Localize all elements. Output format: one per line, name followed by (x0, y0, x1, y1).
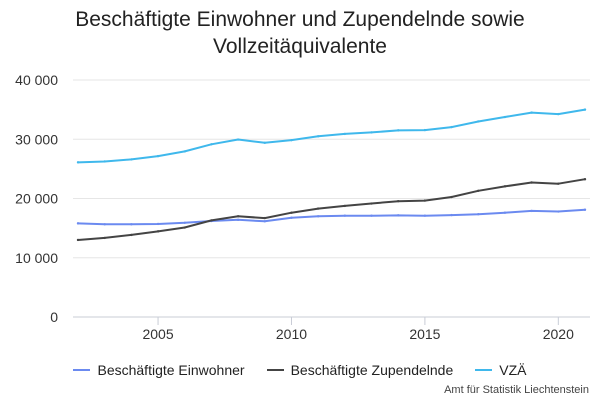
data-point[interactable] (423, 128, 427, 132)
data-point[interactable] (397, 129, 400, 132)
data-point[interactable] (503, 185, 507, 188)
legend: Beschäftigte Einwohner Beschäftigte Zupe… (0, 362, 600, 378)
data-point[interactable] (557, 210, 560, 213)
data-point[interactable] (503, 211, 507, 214)
y-tick-label: 40 000 (15, 72, 58, 88)
data-point[interactable] (583, 178, 587, 181)
x-tick-label: 2010 (276, 326, 307, 342)
y-tick-label: 30 000 (15, 131, 58, 147)
data-point[interactable] (103, 160, 106, 163)
data-point[interactable] (343, 132, 347, 136)
data-point[interactable] (183, 150, 186, 153)
data-point[interactable] (397, 214, 400, 217)
legend-swatch-beschaeftigte-zupendelnde (266, 369, 284, 371)
series-line-2[interactable] (77, 108, 586, 164)
data-point[interactable] (263, 220, 266, 223)
grid-lines (73, 79, 590, 259)
data-point[interactable] (370, 214, 373, 217)
data-point[interactable] (370, 131, 373, 134)
data-point[interactable] (583, 108, 587, 111)
data-point[interactable] (290, 138, 293, 142)
legend-item-beschaeftigte-einwohner[interactable]: Beschäftigte Einwohner (73, 362, 245, 378)
data-point[interactable] (130, 158, 133, 161)
data-point[interactable] (343, 214, 347, 217)
data-point[interactable] (477, 189, 480, 192)
series-line-0[interactable] (77, 208, 586, 226)
chart-title: Beschäftigte Einwohner und Zupendelnde s… (0, 6, 600, 60)
x-tick-label: 2020 (543, 326, 574, 342)
legend-label-beschaeftigte-einwohner: Beschäftigte Einwohner (97, 362, 245, 378)
data-point[interactable] (450, 125, 453, 129)
data-point[interactable] (236, 218, 240, 222)
data-point[interactable] (477, 213, 480, 216)
data-point[interactable] (156, 230, 160, 233)
data-point[interactable] (183, 226, 186, 229)
data-point[interactable] (450, 213, 453, 217)
data-point[interactable] (76, 238, 80, 242)
data-point[interactable] (103, 223, 106, 226)
data-point[interactable] (290, 211, 293, 214)
data-point[interactable] (76, 161, 80, 164)
data-point[interactable] (156, 222, 160, 226)
data-point[interactable] (316, 207, 320, 210)
data-point[interactable] (210, 219, 213, 222)
y-tick-label: 10 000 (15, 250, 58, 266)
data-point[interactable] (397, 199, 400, 203)
data-point[interactable] (103, 236, 106, 240)
x-tick-label: 2015 (409, 326, 440, 342)
y-tick-label: 20 000 (15, 191, 58, 207)
data-point[interactable] (263, 141, 266, 145)
data-point[interactable] (530, 209, 533, 213)
series-lines (76, 108, 587, 242)
legend-label-vzae: VZÄ (499, 362, 527, 378)
data-point[interactable] (130, 223, 133, 226)
series-line-1[interactable] (77, 178, 586, 241)
legend-swatch-beschaeftigte-einwohner (73, 369, 91, 371)
data-point[interactable] (503, 115, 507, 119)
data-point[interactable] (557, 112, 560, 116)
data-point[interactable] (557, 182, 560, 185)
data-point[interactable] (316, 135, 320, 138)
data-point[interactable] (423, 199, 427, 202)
legend-item-beschaeftigte-zupendelnde[interactable]: Beschäftigte Zupendelnde (266, 362, 454, 378)
data-point[interactable] (130, 233, 133, 237)
data-point[interactable] (156, 154, 160, 158)
data-point[interactable] (236, 215, 240, 218)
credits[interactable]: Amt für Statistik Liechtenstein (444, 384, 589, 396)
data-point[interactable] (423, 214, 427, 217)
legend-item-vzae[interactable]: VZÄ (475, 362, 527, 378)
data-point[interactable] (263, 216, 266, 220)
legend-label-beschaeftigte-zupendelnde: Beschäftigte Zupendelnde (290, 362, 454, 378)
y-tick-label: 0 (50, 309, 58, 325)
data-point[interactable] (290, 216, 293, 219)
chart-title-line-2: Vollzeitäquivalente (213, 35, 387, 58)
chart-title-line-1: Beschäftigte Einwohner und Zupendelnde s… (75, 8, 525, 31)
data-point[interactable] (530, 111, 533, 114)
data-point[interactable] (477, 120, 480, 123)
x-tick-label: 2005 (142, 326, 173, 342)
legend-swatch-vzae (475, 369, 493, 371)
data-point[interactable] (316, 215, 320, 218)
data-point[interactable] (76, 222, 80, 225)
data-point[interactable] (210, 143, 213, 146)
axes: 0 10 000 20 000 30 000 40 000 2005 2010 2015 202… (15, 72, 590, 342)
data-point[interactable] (450, 195, 453, 199)
data-point[interactable] (236, 138, 240, 141)
data-point[interactable] (370, 202, 373, 205)
data-point[interactable] (183, 221, 186, 224)
data-point[interactable] (583, 208, 587, 211)
data-point[interactable] (343, 204, 347, 208)
data-point[interactable] (530, 181, 533, 184)
